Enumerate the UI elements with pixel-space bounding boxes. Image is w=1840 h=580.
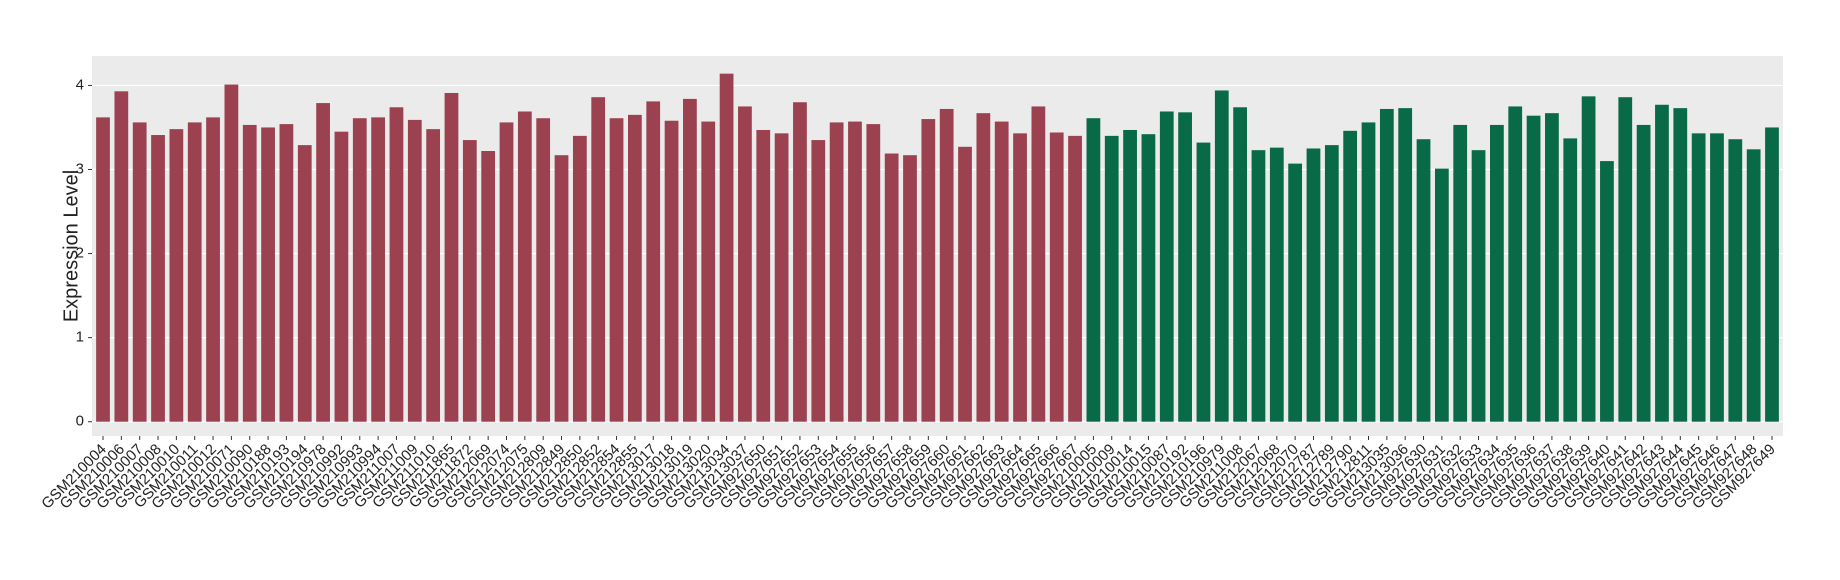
y-tick-label: 4 — [76, 76, 84, 93]
bar — [1123, 129, 1137, 422]
bar — [1379, 108, 1394, 422]
bar — [994, 121, 1009, 422]
bar — [224, 84, 239, 422]
bar — [609, 118, 624, 422]
bar — [132, 122, 147, 422]
bar — [1013, 133, 1027, 422]
bar — [1471, 150, 1486, 422]
bar — [1728, 139, 1743, 422]
bar — [444, 92, 459, 422]
bar — [1508, 106, 1523, 422]
bar — [1288, 163, 1303, 422]
bar — [1251, 150, 1266, 422]
bar — [1343, 130, 1358, 422]
bar — [939, 108, 954, 422]
bar — [1710, 133, 1724, 422]
bar — [554, 155, 569, 422]
bar — [1104, 135, 1119, 422]
y-tick-label: 1 — [76, 329, 84, 346]
bar — [261, 127, 275, 422]
bar — [1673, 108, 1688, 422]
bar — [1178, 112, 1192, 422]
bar — [517, 111, 532, 422]
bar — [774, 133, 789, 422]
bar — [279, 124, 294, 422]
bar — [187, 122, 202, 422]
bar — [1746, 149, 1761, 422]
bar — [628, 114, 642, 422]
bar — [921, 119, 936, 422]
bar — [1581, 96, 1596, 422]
bar — [884, 153, 899, 422]
bar — [591, 97, 606, 422]
bar — [371, 117, 385, 422]
bar — [316, 103, 330, 422]
bar — [1526, 115, 1541, 422]
bar — [242, 124, 257, 422]
bar — [1196, 142, 1211, 422]
bar — [1269, 147, 1284, 422]
bar — [169, 129, 184, 422]
bar — [793, 102, 807, 422]
bar — [903, 155, 917, 422]
bar — [426, 129, 441, 422]
bar — [1214, 90, 1229, 422]
bar — [1031, 106, 1046, 422]
bar — [958, 146, 972, 422]
bar — [297, 145, 312, 422]
bar — [1306, 148, 1321, 422]
bar — [1655, 104, 1669, 422]
bar — [206, 117, 220, 422]
bar — [1086, 118, 1101, 422]
bar — [1636, 124, 1651, 422]
bar — [756, 129, 771, 422]
bar — [1563, 138, 1578, 422]
bar — [1049, 132, 1064, 422]
bar — [1691, 133, 1706, 422]
bar — [1324, 145, 1339, 422]
bar — [1545, 113, 1559, 422]
bar — [701, 121, 716, 422]
bar — [1068, 135, 1082, 422]
bar — [1141, 134, 1156, 422]
bar — [96, 117, 110, 422]
bar — [1490, 124, 1504, 422]
bar — [481, 151, 496, 422]
y-tick-label: 2 — [76, 245, 84, 262]
bar — [572, 135, 587, 422]
bar — [1416, 139, 1431, 422]
bar — [1398, 108, 1413, 422]
bar — [1159, 111, 1174, 422]
bar — [719, 73, 734, 422]
bar — [1600, 161, 1614, 422]
bar — [1361, 122, 1376, 422]
bar — [352, 118, 367, 422]
bar — [114, 91, 129, 422]
bar — [646, 101, 661, 422]
y-tick-label: 0 — [76, 413, 84, 430]
bar — [151, 135, 165, 422]
bar — [536, 118, 551, 422]
bar — [976, 113, 991, 422]
bar — [866, 124, 881, 422]
bar — [829, 122, 844, 422]
bar — [664, 120, 679, 422]
bar — [738, 106, 752, 422]
bar — [848, 121, 862, 422]
bar — [1233, 107, 1247, 422]
y-axis-title: Expression Level — [60, 170, 82, 322]
bar — [389, 107, 404, 422]
bar — [811, 140, 826, 422]
bar — [462, 140, 477, 422]
bar — [1434, 168, 1449, 422]
bar — [1453, 124, 1468, 422]
bar — [407, 119, 422, 422]
bar — [1618, 97, 1633, 422]
y-tick-label: 3 — [76, 160, 84, 177]
bar — [334, 131, 349, 422]
bar — [683, 98, 697, 422]
bar — [499, 122, 514, 422]
bar — [1765, 127, 1779, 422]
